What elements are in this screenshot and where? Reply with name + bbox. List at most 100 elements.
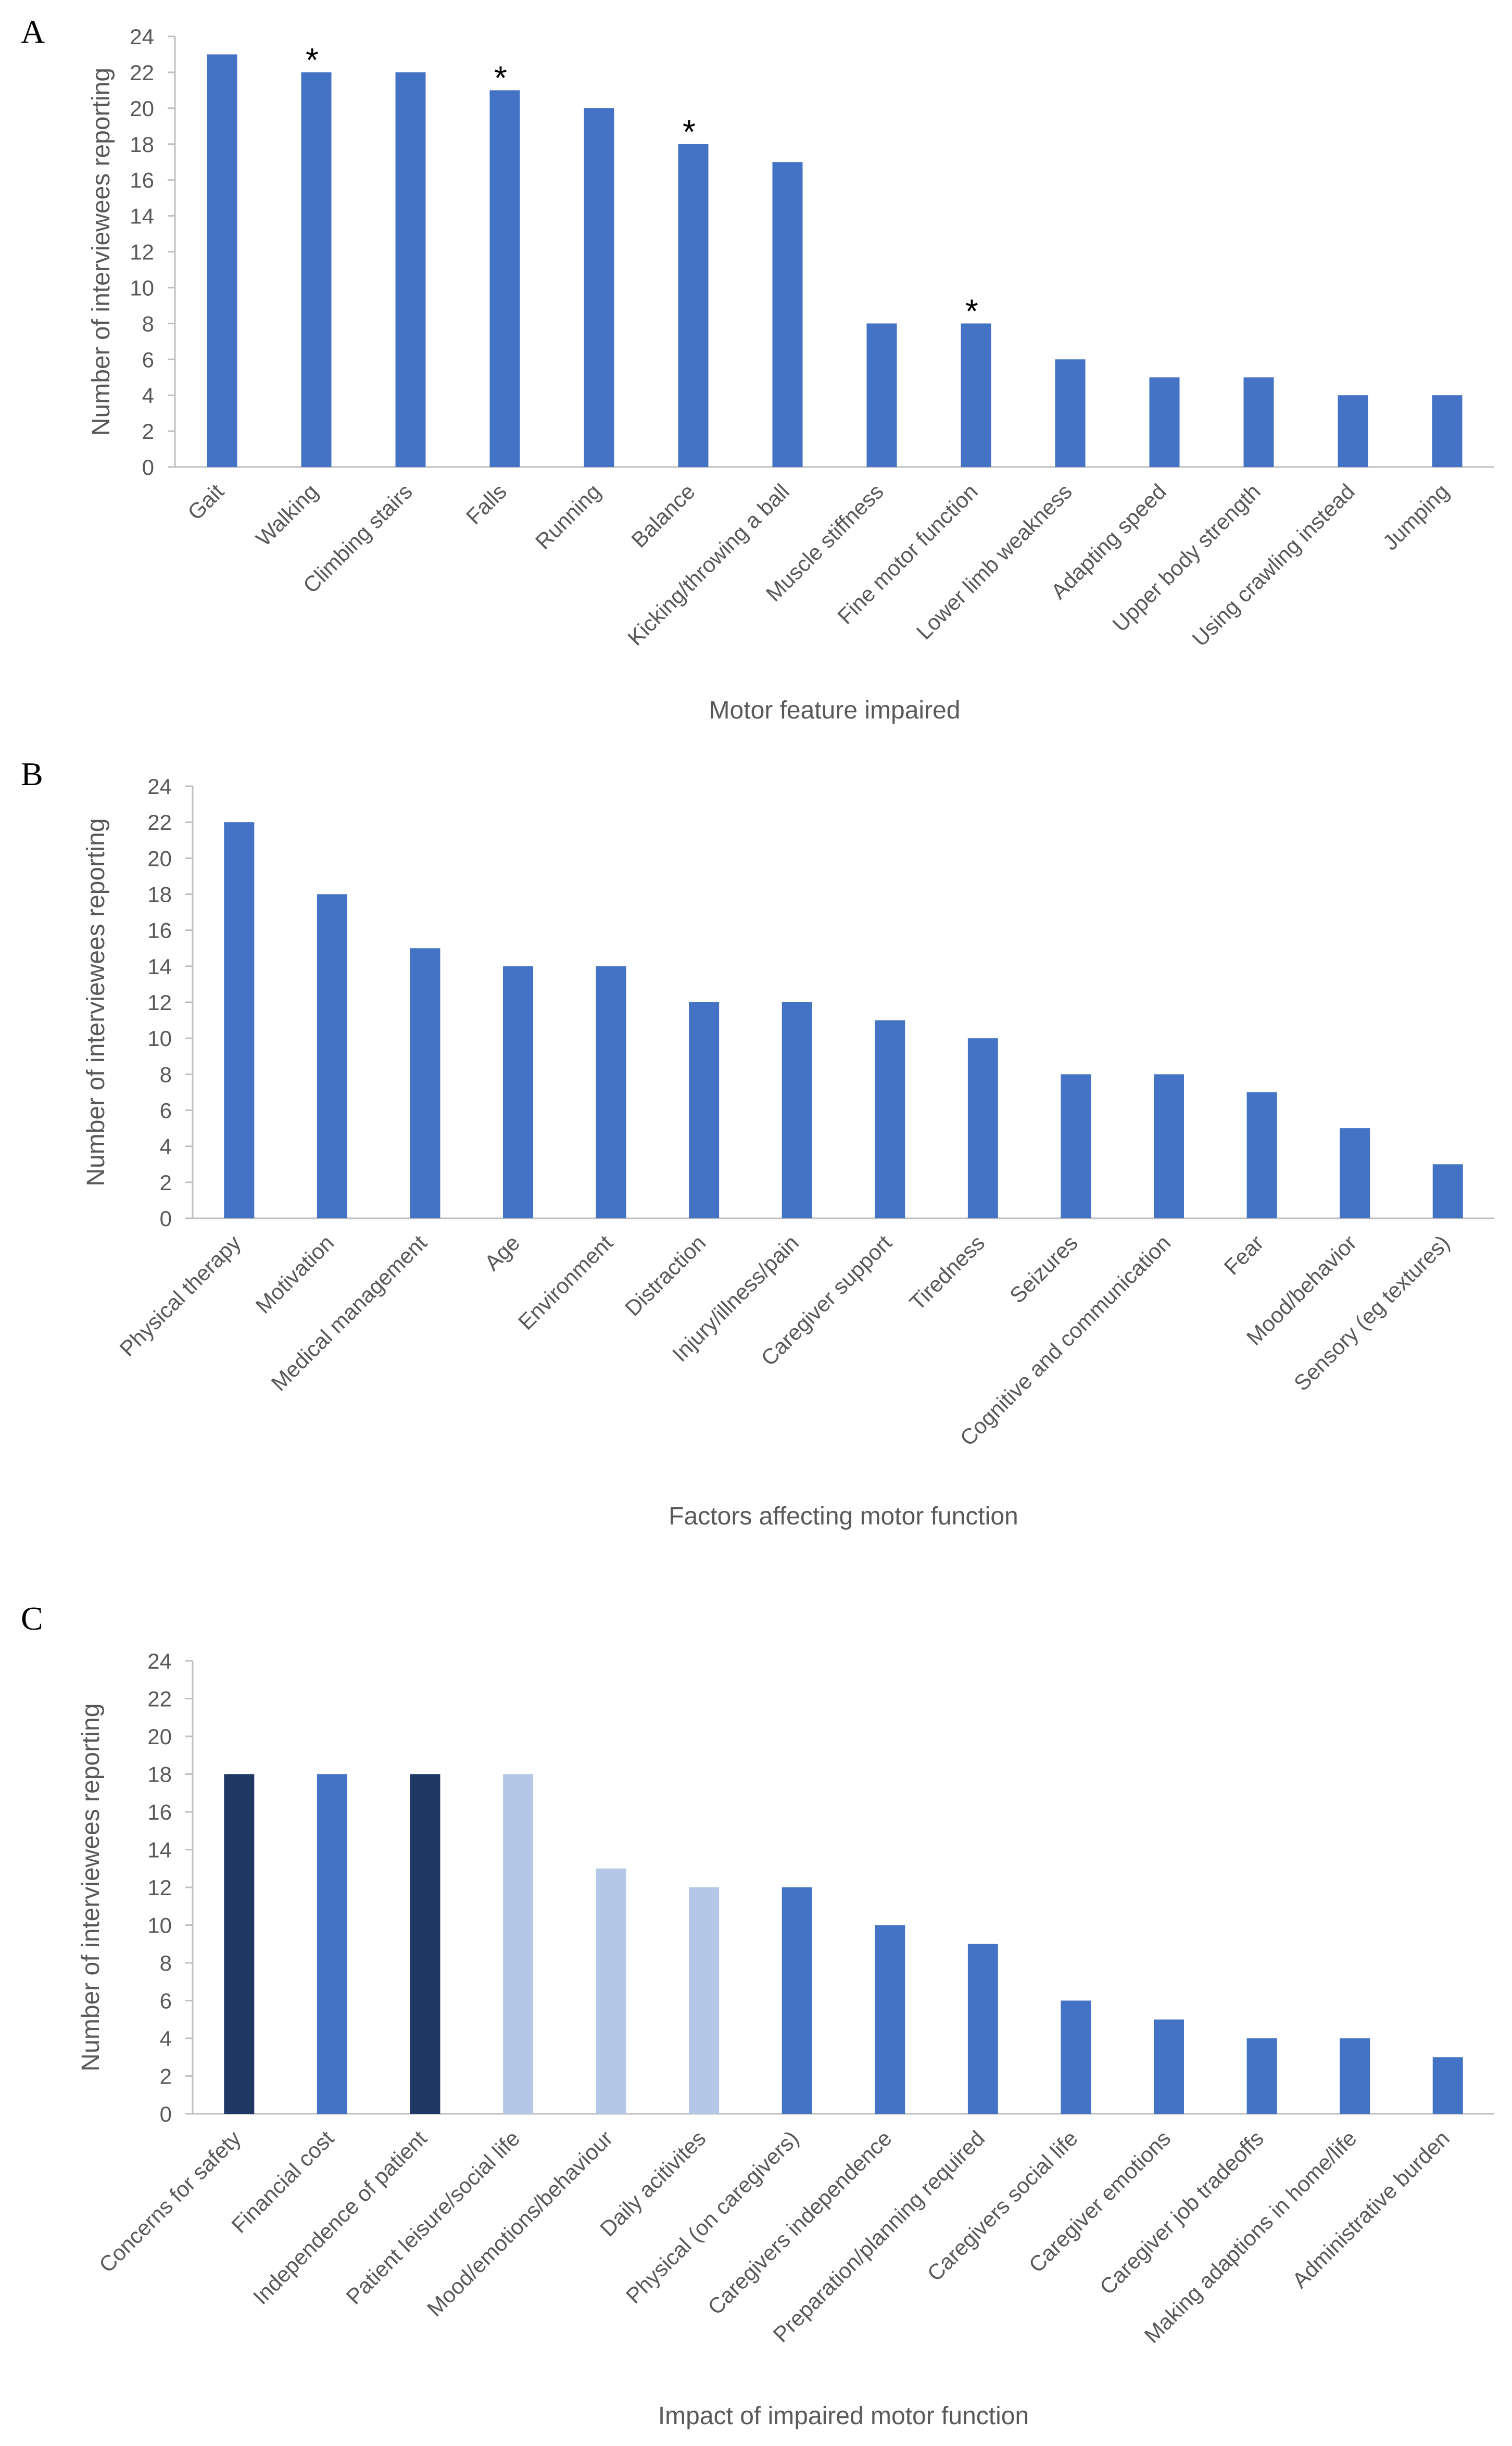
bar: [967, 1038, 998, 1218]
x-tick-label: Tiredness: [905, 1230, 990, 1315]
x-tick-label: Medical management: [267, 1230, 432, 1395]
bar: [1055, 359, 1086, 467]
x-tick-label: Independence of patient: [248, 2126, 432, 2309]
y-tick-label: 24: [147, 1649, 172, 1673]
x-tick-label: Caregivers independence: [703, 2126, 897, 2319]
y-tick-label: 2: [142, 419, 154, 444]
y-tick-label: 0: [160, 2102, 172, 2126]
bar: [678, 144, 709, 467]
bar: [1432, 2057, 1463, 2114]
bar: [1432, 1164, 1463, 1218]
significance-marker: *: [965, 292, 978, 330]
bar: [410, 1774, 440, 2114]
bar: [1338, 395, 1368, 467]
y-tick-label: 0: [142, 455, 154, 480]
y-tick-label: 8: [160, 1062, 172, 1087]
significance-marker: *: [306, 41, 319, 79]
x-tick-label: Caregivers social life: [923, 2126, 1082, 2286]
x-tick-label: Physical (on caregivers): [621, 2126, 803, 2308]
y-tick-label: 12: [147, 1875, 172, 1900]
y-tick-label: 4: [142, 383, 154, 408]
bar: [961, 323, 991, 467]
bar: [317, 894, 347, 1218]
y-tick-label: 6: [160, 1989, 172, 2013]
y-tick-label: 2: [160, 1170, 172, 1195]
y-tick-label: 22: [130, 60, 154, 85]
y-tick-label: 16: [147, 1800, 172, 1824]
y-tick-label: 6: [160, 1099, 172, 1123]
bar: [1340, 1128, 1370, 1218]
bar: [1246, 1092, 1277, 1218]
panel-b-letter: B: [21, 755, 43, 792]
y-tick-label: 10: [147, 1913, 172, 1938]
x-tick-label: Administrative burden: [1288, 2126, 1454, 2292]
x-tick-label: Environment: [513, 1230, 618, 1334]
bar: [317, 1774, 347, 2114]
bar: [1243, 377, 1274, 467]
x-tick-label: Sensory (eg textures): [1289, 1230, 1454, 1395]
bar: [395, 72, 426, 467]
bar: [1154, 1074, 1184, 1218]
y-tick-label: 16: [130, 168, 154, 193]
y-tick-label: 24: [130, 24, 154, 49]
x-tick-label: Falls: [461, 479, 511, 529]
x-tick-label: Motivation: [251, 1230, 339, 1318]
y-axis-title: Number of interviewees reporting: [87, 68, 115, 436]
y-tick-label: 24: [147, 774, 172, 799]
panel-c-letter: C: [21, 1600, 43, 1637]
y-axis-title: Number of interviewees reporting: [82, 818, 110, 1187]
y-tick-label: 4: [160, 1134, 172, 1159]
x-axis-title: Motor feature impaired: [709, 697, 961, 724]
bar: [301, 72, 332, 467]
x-tick-label: Walking: [251, 479, 323, 551]
bar: [489, 90, 520, 467]
x-axis-title: Factors affecting motor function: [669, 1503, 1018, 1530]
y-tick-label: 8: [142, 311, 154, 336]
bar: [1154, 2019, 1184, 2114]
bar: [875, 1020, 905, 1218]
x-tick-label: Kicking/throwing a ball: [623, 479, 794, 650]
x-tick-label: Using crawling instead: [1187, 479, 1359, 651]
bar: [224, 1774, 255, 2114]
x-tick-label: Jumping: [1378, 479, 1453, 554]
bar: [866, 323, 897, 467]
bar: [689, 1002, 720, 1218]
y-tick-label: 12: [130, 240, 154, 264]
bar: [782, 1002, 812, 1218]
bar: [410, 948, 440, 1218]
x-tick-label: Running: [531, 479, 606, 554]
x-tick-label: Caregiver job tradeoffs: [1095, 2126, 1268, 2299]
y-tick-label: 18: [130, 132, 154, 157]
y-tick-label: 18: [147, 882, 172, 907]
y-tick-label: 14: [147, 1838, 172, 1862]
y-tick-label: 20: [147, 1724, 172, 1749]
x-axis-title: Impact of impaired motor function: [658, 2402, 1029, 2430]
bar: [224, 822, 255, 1218]
bar: [503, 966, 533, 1218]
bar: [596, 1868, 626, 2114]
bar: [596, 966, 626, 1218]
y-tick-label: 22: [147, 1687, 172, 1711]
bar: [967, 1944, 998, 2114]
y-tick-label: 0: [160, 1206, 172, 1231]
x-tick-label: Physical therapy: [115, 1230, 246, 1361]
y-tick-label: 6: [142, 347, 154, 372]
y-tick-label: 18: [147, 1762, 172, 1787]
bar: [503, 1774, 533, 2114]
bar: [875, 1925, 905, 2114]
bar: [689, 1887, 720, 2114]
bar: [782, 1887, 812, 2114]
panel-a-letter: A: [21, 13, 45, 50]
x-tick-label: Mood/emotions/behaviour: [422, 2126, 618, 2321]
bar: [772, 162, 803, 467]
x-tick-label: Fear: [1219, 1230, 1268, 1279]
x-tick-label: Age: [480, 1230, 524, 1275]
y-tick-label: 10: [147, 1026, 172, 1051]
y-tick-label: 20: [130, 96, 154, 121]
x-tick-label: Concerns for safety: [94, 2126, 246, 2277]
bar: [1246, 2038, 1277, 2114]
